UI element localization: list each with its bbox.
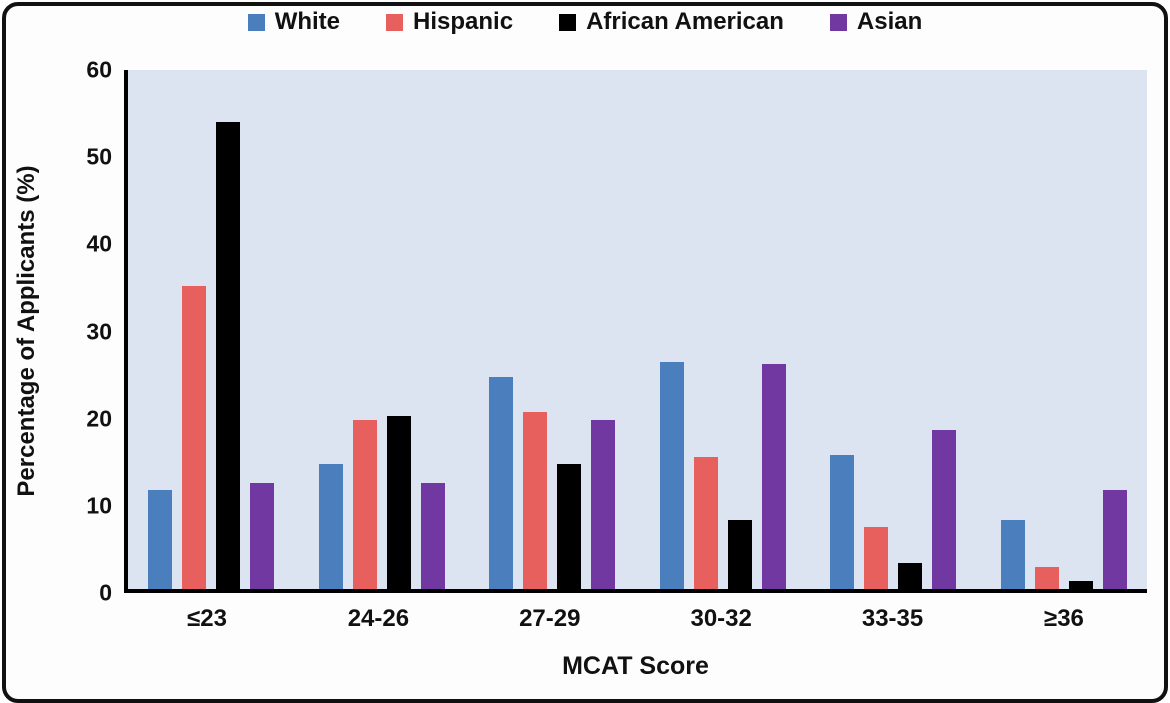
y-tick-label: 40 <box>86 230 112 257</box>
bar-african-american-30-32 <box>727 519 752 589</box>
y-tick-label: 20 <box>86 405 112 432</box>
x-tick-label-33-35: 33-35 <box>861 605 924 632</box>
y-tick-label: 50 <box>86 143 112 170</box>
bar-group-33-35 <box>830 70 957 589</box>
legend-label: White <box>274 8 341 35</box>
legend-label: Hispanic <box>413 8 514 35</box>
bar-hispanic-27-29 <box>523 411 548 589</box>
bar-asian-33-35 <box>932 429 957 589</box>
bar-hispanic-33-35 <box>864 526 889 589</box>
bar-hispanic-30-32 <box>693 456 718 589</box>
x-tick-label--36: ≥36 <box>1044 605 1084 632</box>
legend-label: Asian <box>856 8 923 35</box>
legend-label: African American <box>586 8 784 35</box>
bar-african-american--23 <box>216 121 240 589</box>
bar-white-27-29 <box>489 377 514 589</box>
x-tick-label-27-29: 27-29 <box>519 605 581 632</box>
bar-hispanic--36 <box>1034 567 1059 589</box>
bar-white-30-32 <box>659 361 684 589</box>
y-tick-label: 60 <box>86 56 112 83</box>
bar-asian-24-26 <box>420 482 445 589</box>
legend-item-african-american: African American <box>559 8 784 36</box>
legend-swatch-african-american <box>559 13 577 31</box>
bar-group--23 <box>148 70 274 589</box>
bar-asian--23 <box>250 482 274 589</box>
legend-swatch-asian <box>829 13 847 31</box>
bar-african-american-27-29 <box>557 463 582 589</box>
x-tick-label-30-32: 30-32 <box>690 605 752 632</box>
bar-group-24-26 <box>318 70 445 589</box>
y-axis-ticks: 0 10 20 30 40 50 60 <box>0 57 112 606</box>
bar-hispanic--23 <box>182 286 206 589</box>
bar-group-30-32 <box>659 70 786 589</box>
x-tick-label-24-26: 24-26 <box>347 605 410 632</box>
bar-white--23 <box>148 489 172 589</box>
legend-item-white: White <box>247 8 341 36</box>
x-tick-label--23: ≤23 <box>187 605 227 632</box>
bar-asian--36 <box>1102 489 1127 589</box>
legend-swatch-white <box>247 13 265 31</box>
bar-asian-27-29 <box>591 420 616 589</box>
legend: White Hispanic African American Asian <box>0 8 1170 36</box>
bar-hispanic-24-26 <box>352 420 377 589</box>
bar-white-33-35 <box>830 454 855 589</box>
bar-asian-30-32 <box>761 364 786 589</box>
y-tick-label: 0 <box>99 579 112 606</box>
legend-swatch-hispanic <box>386 13 404 31</box>
y-tick-label: 10 <box>86 492 112 519</box>
bar-white-24-26 <box>318 463 343 589</box>
plot-area <box>124 70 1147 593</box>
bar-african-american--36 <box>1068 581 1093 589</box>
legend-item-asian: Asian <box>829 8 923 36</box>
legend-item-hispanic: Hispanic <box>386 8 513 36</box>
y-tick-label: 30 <box>86 318 112 344</box>
bar-group--36 <box>1000 70 1127 589</box>
bar-white--36 <box>1000 519 1025 589</box>
x-axis-title: MCAT Score <box>562 652 709 680</box>
bar-african-american-33-35 <box>898 563 923 589</box>
bar-african-american-24-26 <box>386 416 411 589</box>
x-axis-tick-labels: ≤23 24-26 27-29 30-32 33-35 ≥36 <box>124 605 1147 633</box>
bar-group-27-29 <box>489 70 616 589</box>
